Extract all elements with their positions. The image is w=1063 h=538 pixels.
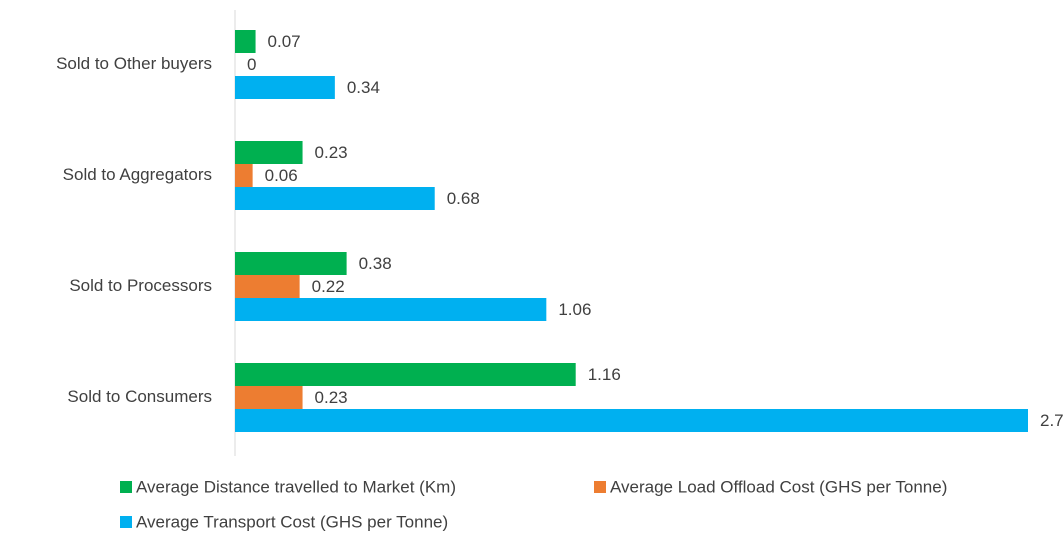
bar: [235, 298, 547, 321]
category-label: Sold to Consumers: [67, 387, 212, 406]
category-label: Sold to Processors: [69, 276, 212, 295]
data-label: 2.70: [1040, 411, 1063, 430]
data-label: 0.38: [359, 254, 392, 273]
data-label: 1.06: [558, 300, 591, 319]
data-label: 0.34: [347, 78, 380, 97]
bar: [235, 141, 303, 164]
data-label: 0.23: [315, 388, 348, 407]
data-label: 0.68: [447, 189, 480, 208]
data-label: 0.23: [315, 143, 348, 162]
data-label: 0.22: [312, 277, 345, 296]
bar: [235, 164, 253, 187]
bar: [235, 76, 335, 99]
legend-label: Average Distance travelled to Market (Km…: [136, 477, 456, 496]
category-label: Sold to Other buyers: [56, 54, 212, 73]
bar: [235, 30, 256, 53]
bar: [235, 252, 347, 275]
bar: [235, 275, 300, 298]
data-label: 1.16: [588, 365, 621, 384]
data-label: 0.07: [268, 32, 301, 51]
data-label: 0.06: [265, 166, 298, 185]
bar: [235, 386, 303, 409]
bar: [235, 187, 435, 210]
legend-swatch: [120, 516, 132, 528]
legend-swatch: [120, 481, 132, 493]
category-label: Sold to Aggregators: [63, 165, 212, 184]
legend-label: Average Transport Cost (GHS per Tonne): [136, 512, 448, 531]
legend-swatch: [594, 481, 606, 493]
data-label: 0: [247, 55, 256, 74]
bar: [235, 409, 1028, 432]
legend-label: Average Load Offload Cost (GHS per Tonne…: [610, 477, 947, 496]
bar: [235, 363, 576, 386]
